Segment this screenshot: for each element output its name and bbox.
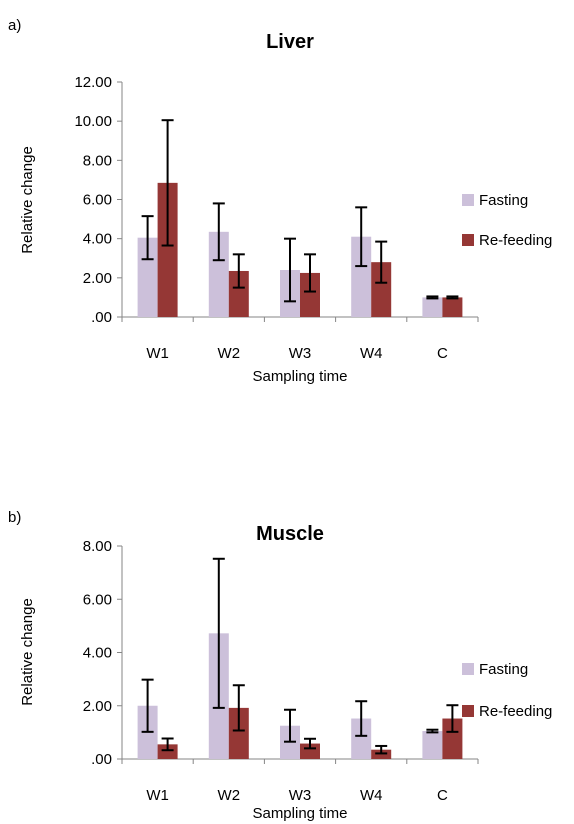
bar-re-feeding-w2 <box>228 707 249 759</box>
x-axis-title: Sampling time <box>252 805 347 822</box>
error-bar <box>375 744 388 755</box>
bar-fasting-w4 <box>351 236 372 317</box>
legend-swatch <box>462 234 474 246</box>
error-bar <box>161 119 174 247</box>
error-bar <box>212 557 225 709</box>
bar-re-feeding-c <box>442 718 463 759</box>
x-tick-label: C <box>437 345 448 362</box>
legend-label: Re-feeding <box>479 703 552 720</box>
y-tick-label: .00 <box>91 309 112 326</box>
error-bar <box>141 678 154 733</box>
error-bar <box>446 295 459 300</box>
bar-fasting-w1 <box>137 237 158 317</box>
x-tick-label: W2 <box>218 345 241 362</box>
chart-muscle: b) Muscle .00 2.00 4.00 6.00 8.00 Relative chan… <box>8 509 552 822</box>
y-axis-title: Relative change <box>19 598 36 706</box>
panel-label: b) <box>8 509 21 526</box>
x-tick-label: W1 <box>146 345 169 362</box>
legend-label: Fasting <box>479 192 528 209</box>
chart-title: Muscle <box>256 523 324 545</box>
bar-re-feeding-w2 <box>228 270 249 317</box>
y-tick-label: 8.00 <box>83 538 112 555</box>
y-tick-label: 12.00 <box>74 74 112 91</box>
error-bar <box>304 253 316 293</box>
legend-label: Re-feeding <box>479 232 552 249</box>
error-bar <box>304 737 316 750</box>
bar-fasting-w2 <box>208 231 229 317</box>
y-tick-label: 6.00 <box>83 591 112 608</box>
error-bar <box>232 684 245 732</box>
legend-swatch <box>462 663 474 675</box>
legend: Fasting Re-feeding <box>462 192 552 249</box>
chart-title: Liver <box>266 31 314 53</box>
chart-liver: a) Liver .00 2.00 4.00 6.00 8.00 10.00 12.00 Rela… <box>8 17 552 385</box>
error-bar <box>212 202 225 262</box>
panel-label: a) <box>8 17 21 34</box>
error-bar <box>375 240 388 284</box>
x-tick-label: W4 <box>360 787 383 804</box>
y-tick-label: 4.00 <box>83 645 112 662</box>
y-tick-label: 2.00 <box>83 698 112 715</box>
error-bar <box>355 700 368 737</box>
bar-re-feeding-w1 <box>157 744 178 759</box>
error-bar <box>284 708 296 743</box>
bar-fasting-c <box>422 731 443 759</box>
legend-swatch <box>462 194 474 206</box>
bar-re-feeding-w4 <box>371 262 392 317</box>
error-bar <box>426 295 439 300</box>
error-bar <box>446 704 459 733</box>
legend-label: Fasting <box>479 661 528 678</box>
x-tick-label: W1 <box>146 787 169 804</box>
bar-re-feeding-w1 <box>157 182 178 317</box>
x-tick-label: W4 <box>360 345 383 362</box>
y-tick-label: 4.00 <box>83 231 112 248</box>
error-bar <box>355 206 368 268</box>
x-tick-label: W2 <box>218 787 241 804</box>
x-tick-label: W3 <box>289 345 312 362</box>
y-axis-title: Relative change <box>19 146 36 254</box>
error-bar <box>426 728 439 734</box>
error-bar <box>284 237 296 303</box>
error-bar <box>161 737 174 752</box>
x-tick-label: C <box>437 787 448 804</box>
error-bar <box>232 253 245 289</box>
y-tick-label: .00 <box>91 751 112 768</box>
legend: Fasting Re-feeding <box>462 661 552 720</box>
y-tick-label: 8.00 <box>83 152 112 169</box>
bar-fasting-c <box>422 297 443 317</box>
y-tick-label: 2.00 <box>83 270 112 287</box>
x-axis-title: Sampling time <box>252 368 347 385</box>
bar-fasting-w4 <box>351 718 372 759</box>
error-bar <box>141 215 154 261</box>
x-tick-label: W3 <box>289 787 312 804</box>
legend-swatch <box>462 705 474 717</box>
bar-re-feeding-w3 <box>300 272 320 317</box>
bar-re-feeding-c <box>442 297 463 317</box>
y-tick-label: 10.00 <box>74 113 112 130</box>
y-tick-label: 6.00 <box>83 192 112 209</box>
